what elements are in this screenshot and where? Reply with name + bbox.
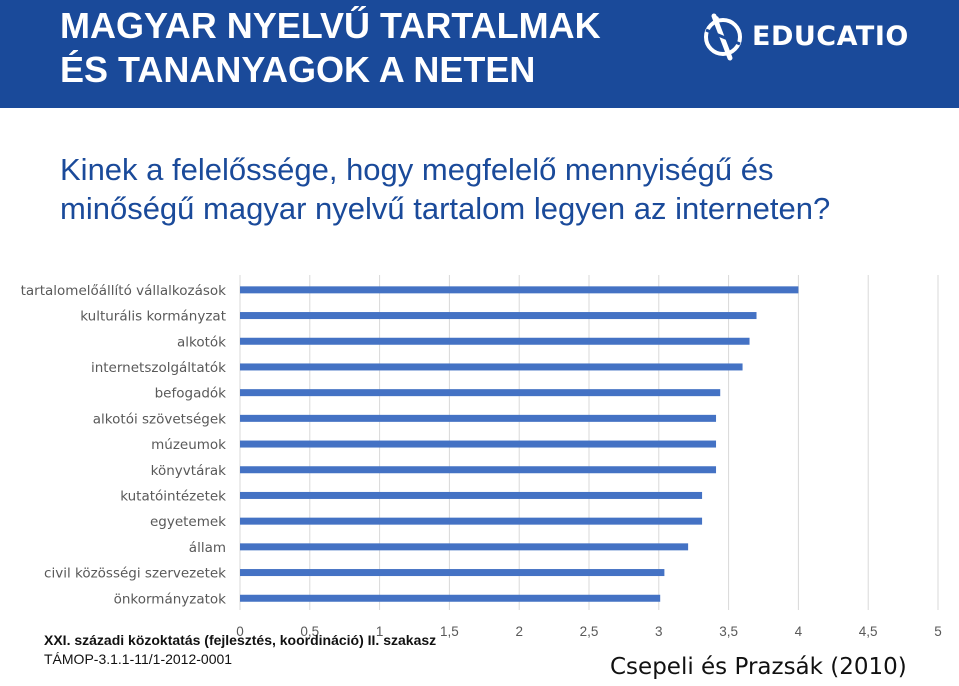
bar [240,466,717,474]
footer-project-code: TÁMOP-3.1.1-11/1-2012-0001 [44,651,233,667]
category-label: állam [189,540,226,556]
bar [240,286,799,294]
x-tick-label: 4,5 [859,624,878,639]
bar [240,363,743,371]
title-line-2: ÉS TANANYAGOK A NETEN [60,49,536,90]
bar [240,594,661,602]
x-tick-label: 4 [795,624,803,639]
bar-chart: 0 0,5 1 1,5 2 2,5 3 3,5 4 4,5 5 tartalomelőállító v… [21,275,942,639]
footer-program-line: XXI. századi közoktatás (fejlesztés, koo… [44,632,437,648]
bar [240,337,750,345]
category-label: civil közösségi szervezetek [44,566,226,582]
x-tick-label: 0 [236,624,244,639]
citation: Csepeli és Prazsák (2010) [610,654,907,680]
logo-text: EDUCATIO [752,20,909,52]
bar [240,389,721,397]
category-label: internetszolgáltatók [91,360,226,376]
category-label: alkotók [177,334,226,350]
title-line-1: MAGYAR NYELVŰ TARTALMAK [60,5,601,46]
x-tick-label: 1,5 [440,624,459,639]
category-label: tartalomelőállító vállalkozások [21,283,227,299]
bar [240,569,665,577]
educatio-emblem-icon [704,13,742,61]
bar [240,491,703,499]
category-label: könyvtárak [151,463,227,479]
x-tick-label: 5 [934,624,942,639]
x-tick-label: 2,5 [580,624,599,639]
x-tick-label: 0,5 [300,624,319,639]
category-label: önkormányzatok [114,591,227,607]
bar [240,440,717,448]
bar [240,517,703,525]
bar [240,414,717,422]
educatio-logo: EDUCATIO [700,8,940,64]
bar [240,312,757,320]
category-label: kutatóintézetek [120,488,226,504]
x-tick-label: 3 [655,624,663,639]
category-label: kulturális kormányzat [80,309,226,325]
category-label: befogadók [155,386,227,402]
category-label: múzeumok [151,437,226,453]
x-tick-label: 2 [515,624,523,639]
x-tick-label: 1 [376,624,384,639]
x-tick-label: 3,5 [719,624,738,639]
category-label: egyetemek [150,514,226,530]
header-wave [0,84,959,108]
category-label: alkotói szövetségek [93,411,226,427]
bar [240,543,689,551]
question-heading: Kinek a felelőssége, hogy megfelelő menn… [60,152,831,226]
